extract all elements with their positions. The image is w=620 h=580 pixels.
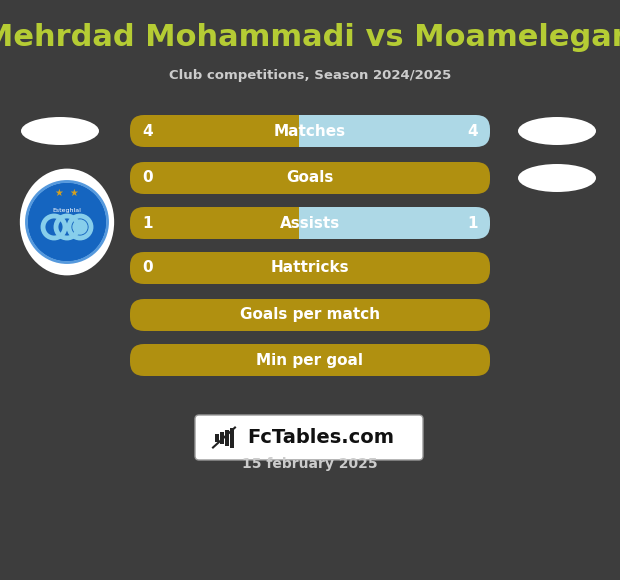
Bar bbox=[215, 433, 219, 441]
Ellipse shape bbox=[21, 117, 99, 145]
Ellipse shape bbox=[21, 170, 113, 274]
FancyBboxPatch shape bbox=[130, 299, 490, 331]
Text: Hattricks: Hattricks bbox=[271, 260, 349, 276]
Bar bbox=[299, 207, 313, 239]
FancyBboxPatch shape bbox=[130, 207, 299, 239]
Bar bbox=[285, 207, 313, 239]
Text: Min per goal: Min per goal bbox=[257, 353, 363, 368]
Bar bbox=[225, 430, 229, 445]
Text: 1: 1 bbox=[467, 216, 478, 230]
FancyBboxPatch shape bbox=[195, 415, 423, 460]
Bar bbox=[220, 432, 224, 444]
FancyBboxPatch shape bbox=[130, 252, 490, 284]
Text: Goals: Goals bbox=[286, 171, 334, 186]
FancyBboxPatch shape bbox=[130, 162, 490, 194]
Text: Club competitions, Season 2024/2025: Club competitions, Season 2024/2025 bbox=[169, 70, 451, 82]
Circle shape bbox=[73, 219, 87, 235]
Text: Mehrdad Mohammadi vs Moamelegari: Mehrdad Mohammadi vs Moamelegari bbox=[0, 24, 620, 53]
FancyBboxPatch shape bbox=[130, 344, 490, 376]
Text: FcTables.com: FcTables.com bbox=[247, 428, 394, 447]
Text: 0: 0 bbox=[142, 260, 153, 276]
Text: ★  ★: ★ ★ bbox=[55, 188, 79, 198]
Ellipse shape bbox=[518, 117, 596, 145]
Bar bbox=[285, 115, 313, 147]
Ellipse shape bbox=[518, 164, 596, 192]
FancyBboxPatch shape bbox=[299, 115, 490, 147]
Text: Assists: Assists bbox=[280, 216, 340, 230]
Text: Matches: Matches bbox=[274, 124, 346, 139]
Bar bbox=[299, 115, 313, 147]
Text: Goals per match: Goals per match bbox=[240, 307, 380, 322]
Text: 4: 4 bbox=[142, 124, 153, 139]
Bar bbox=[230, 427, 234, 448]
FancyBboxPatch shape bbox=[299, 207, 490, 239]
Text: 15 february 2025: 15 february 2025 bbox=[242, 457, 378, 471]
Text: 1: 1 bbox=[142, 216, 153, 230]
FancyBboxPatch shape bbox=[130, 115, 299, 147]
Text: 0: 0 bbox=[142, 171, 153, 186]
Text: Esteghlal: Esteghlal bbox=[53, 208, 81, 213]
Circle shape bbox=[27, 182, 107, 263]
Text: 4: 4 bbox=[467, 124, 478, 139]
